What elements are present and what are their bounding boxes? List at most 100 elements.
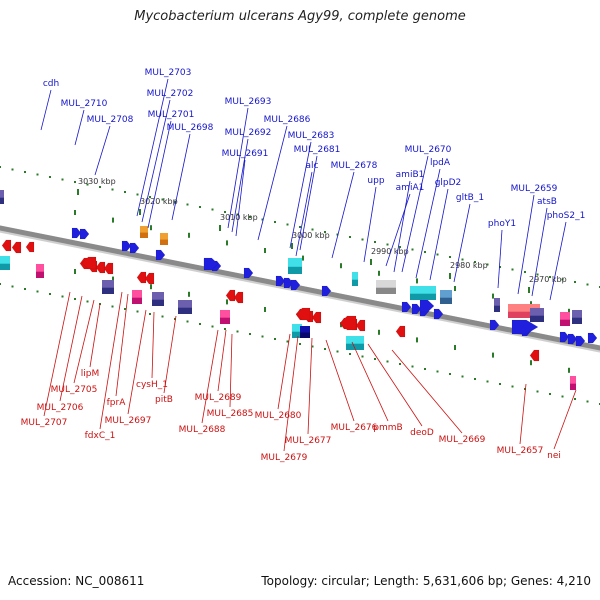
- lower-track-dot: [361, 355, 364, 358]
- lower-track-dot: [374, 358, 376, 360]
- upper-track-dot: [336, 233, 339, 236]
- upper-track-dot: [236, 213, 239, 216]
- upper-track-dot: [11, 168, 14, 171]
- reverse-leader-line: [127, 309, 147, 415]
- upper-track-dot: [86, 183, 89, 186]
- gene-block-shade: [440, 297, 452, 304]
- upper-track-dot: [474, 261, 476, 263]
- upper-track-dot: [586, 283, 589, 286]
- upper-track-dot: [311, 228, 314, 231]
- upper-track-dot: [424, 251, 426, 253]
- forward-gene-label: MUL_2701: [148, 110, 195, 120]
- reverse-gene-label: pitB: [155, 395, 173, 405]
- gene-block-shade: [494, 305, 500, 312]
- kbp-tick-label: 3000 kbp: [292, 231, 330, 240]
- upper-track-dot: [324, 231, 326, 233]
- lower-track-dot: [336, 350, 339, 353]
- gene-block-shade: [410, 293, 436, 300]
- lower-track-dot: [236, 330, 239, 333]
- forward-gene-label: MUL_2710: [61, 99, 108, 109]
- lower-track-dot: [324, 348, 326, 350]
- gene-block: [572, 310, 582, 324]
- reverse-leader-line: [325, 339, 355, 422]
- reverse-gene-arrow: [103, 262, 114, 275]
- reverse-gene-arrow: [11, 241, 22, 254]
- forward-leader-line: [289, 141, 312, 249]
- forward-leader-line: [517, 194, 535, 295]
- gene-block-shade: [508, 311, 540, 318]
- forward-leader-line: [393, 180, 411, 273]
- forward-leader-line: [136, 78, 169, 217]
- forward-gene-arrow: [79, 228, 90, 240]
- forward-leader-line: [429, 188, 449, 281]
- upper-track-dot: [386, 243, 389, 246]
- lower-track-dot: [399, 363, 401, 365]
- forward-gene-arrow: [129, 242, 140, 254]
- upper-track-dot: [261, 218, 264, 221]
- forward-gene-label: MUL_2659: [511, 184, 558, 194]
- gene-block-shade: [346, 343, 364, 350]
- forward-gene-label: atsB: [537, 197, 557, 207]
- reverse-gene-arrow: [81, 256, 97, 270]
- upper-track-dot: [61, 178, 64, 181]
- gene-block: [0, 190, 4, 204]
- forward-leader-line: [385, 193, 411, 267]
- lower-track-dot: [411, 365, 414, 368]
- gene-block: [0, 256, 10, 270]
- upper-track-dot: [111, 188, 114, 191]
- reverse-leader-line: [115, 293, 129, 397]
- reverse-gene-label: MUL_2705: [51, 385, 98, 395]
- reverse-leader-line: [553, 389, 577, 450]
- forward-leader-line: [415, 168, 441, 279]
- minor-tick: [378, 329, 380, 335]
- reverse-leader-line: [59, 295, 83, 402]
- lower-track-dot: [536, 390, 539, 393]
- reverse-gene-arrow: [355, 319, 366, 332]
- forward-gene-arrow: [433, 308, 444, 320]
- reverse-gene-label: MUL_2669: [439, 435, 486, 445]
- kbp-tick-label: 2990 kbp: [371, 247, 409, 256]
- forward-gene-arrow: [511, 319, 539, 335]
- reverse-gene-arrow: [233, 291, 244, 304]
- reverse-gene-arrow: [144, 272, 155, 285]
- reverse-leader-line: [201, 329, 219, 424]
- upper-track-dot: [286, 223, 289, 226]
- reverse-leader-line: [519, 383, 527, 445]
- minor-tick: [340, 263, 342, 269]
- upper-track-dot: [436, 253, 439, 256]
- lower-track-dot: [449, 373, 451, 375]
- reverse-gene-label: cysH_1: [136, 380, 168, 390]
- reverse-gene-label: MUL_2657: [497, 446, 544, 456]
- gene-block-shade: [140, 232, 148, 238]
- minor-tick: [454, 286, 456, 291]
- lower-track-dot: [386, 360, 389, 363]
- lower-track-dot: [161, 315, 164, 318]
- upper-track-dot: [124, 191, 126, 193]
- gene-block-shade: [132, 297, 142, 304]
- minor-tick: [188, 291, 190, 297]
- kbp-tick-mark: [449, 273, 451, 279]
- upper-track-dot: [49, 176, 51, 178]
- kbp-tick-label: 3030 kbp: [78, 177, 116, 186]
- forward-gene-arrow: [243, 267, 254, 279]
- kbp-tick-mark: [370, 259, 372, 265]
- forward-gene-label: gltB_1: [456, 193, 484, 203]
- reverse-gene-arrow: [295, 307, 311, 321]
- forward-gene-label: upp: [367, 176, 384, 186]
- lower-track-dot: [524, 388, 526, 390]
- lower-track-dot: [86, 300, 89, 303]
- minor-tick: [416, 337, 418, 343]
- upper-track-dot: [561, 278, 564, 281]
- gene-block-shade: [570, 383, 576, 390]
- minor-tick: [568, 367, 570, 373]
- lower-track-dot: [436, 370, 439, 373]
- minor-tick: [530, 301, 532, 307]
- reverse-gene-arrow: [395, 325, 406, 338]
- forward-gene-arrow: [275, 275, 286, 287]
- forward-gene-label: glpD2: [435, 178, 462, 188]
- gene-block-shade: [0, 197, 4, 204]
- reverse-leader-line: [43, 291, 71, 417]
- gene-block-shade: [300, 332, 310, 338]
- lower-track-dot: [249, 333, 251, 335]
